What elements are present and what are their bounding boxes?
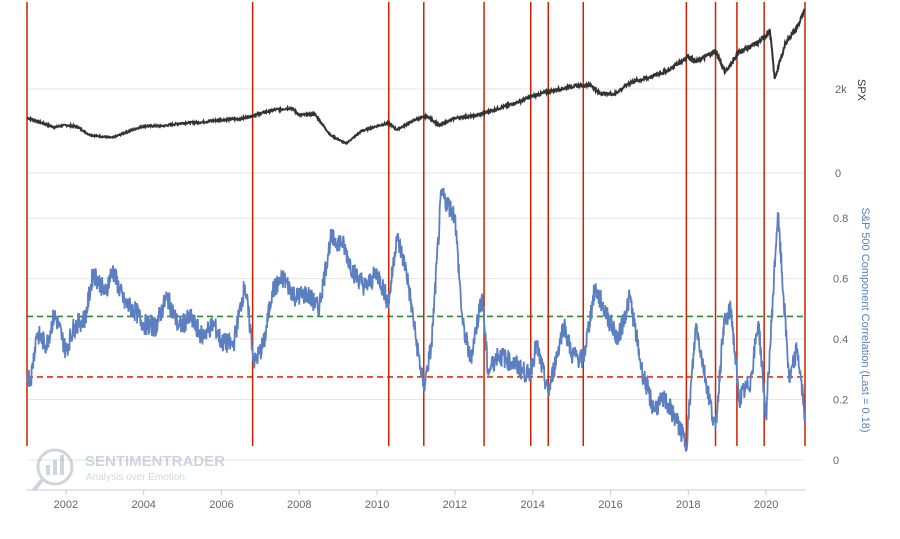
x-tick-label: 2008 xyxy=(287,499,311,511)
correlation-y-tick-label: 0 xyxy=(833,455,839,467)
spx-y-tick-label: 2k xyxy=(835,84,847,96)
vline-layer xyxy=(26,2,806,446)
correlation-y-tick-label: 0.4 xyxy=(833,334,848,346)
logo-bar-icon xyxy=(53,460,57,475)
x-tick-label: 2020 xyxy=(754,499,778,511)
x-tick-label: 2018 xyxy=(676,499,700,511)
logo-handle-icon xyxy=(32,478,44,492)
logo-bar-icon xyxy=(60,455,64,475)
x-tick-label: 2010 xyxy=(365,499,389,511)
axis-layer: 2002 2004 2006 2008 2010 2012 2014 2016 2018 2020… xyxy=(27,79,871,511)
correlation-axis-title: S&P 500 Component Correlation (Last = 0.… xyxy=(859,207,871,432)
correlation-series-line xyxy=(26,187,806,452)
spx-y-tick-label: 0 xyxy=(835,168,841,180)
watermark-tagline: Analysis over Emotion xyxy=(86,472,185,483)
correlation-y-tick-label: 0.6 xyxy=(833,274,848,286)
x-tick-label: 2006 xyxy=(209,499,233,511)
logo-bar-icon xyxy=(46,465,50,475)
spx-series-line xyxy=(26,8,806,145)
x-tick-label: 2012 xyxy=(443,499,467,511)
x-tick-label: 2016 xyxy=(598,499,622,511)
x-tick-label: 2004 xyxy=(131,499,155,511)
spx-axis-title: SPX xyxy=(855,79,867,102)
correlation-y-tick-label: 0.8 xyxy=(833,213,848,225)
series-layer xyxy=(26,8,806,452)
x-tick-label: 2014 xyxy=(520,499,544,511)
logo-lens-icon xyxy=(36,448,74,486)
correlation-y-tick-label: 0.2 xyxy=(833,395,848,407)
watermark-logo: SENTIMENTRADER Analysis over Emotion xyxy=(32,448,225,492)
x-tick-label: 2002 xyxy=(54,499,78,511)
watermark-brand: SENTIMENTRADER xyxy=(85,453,225,470)
